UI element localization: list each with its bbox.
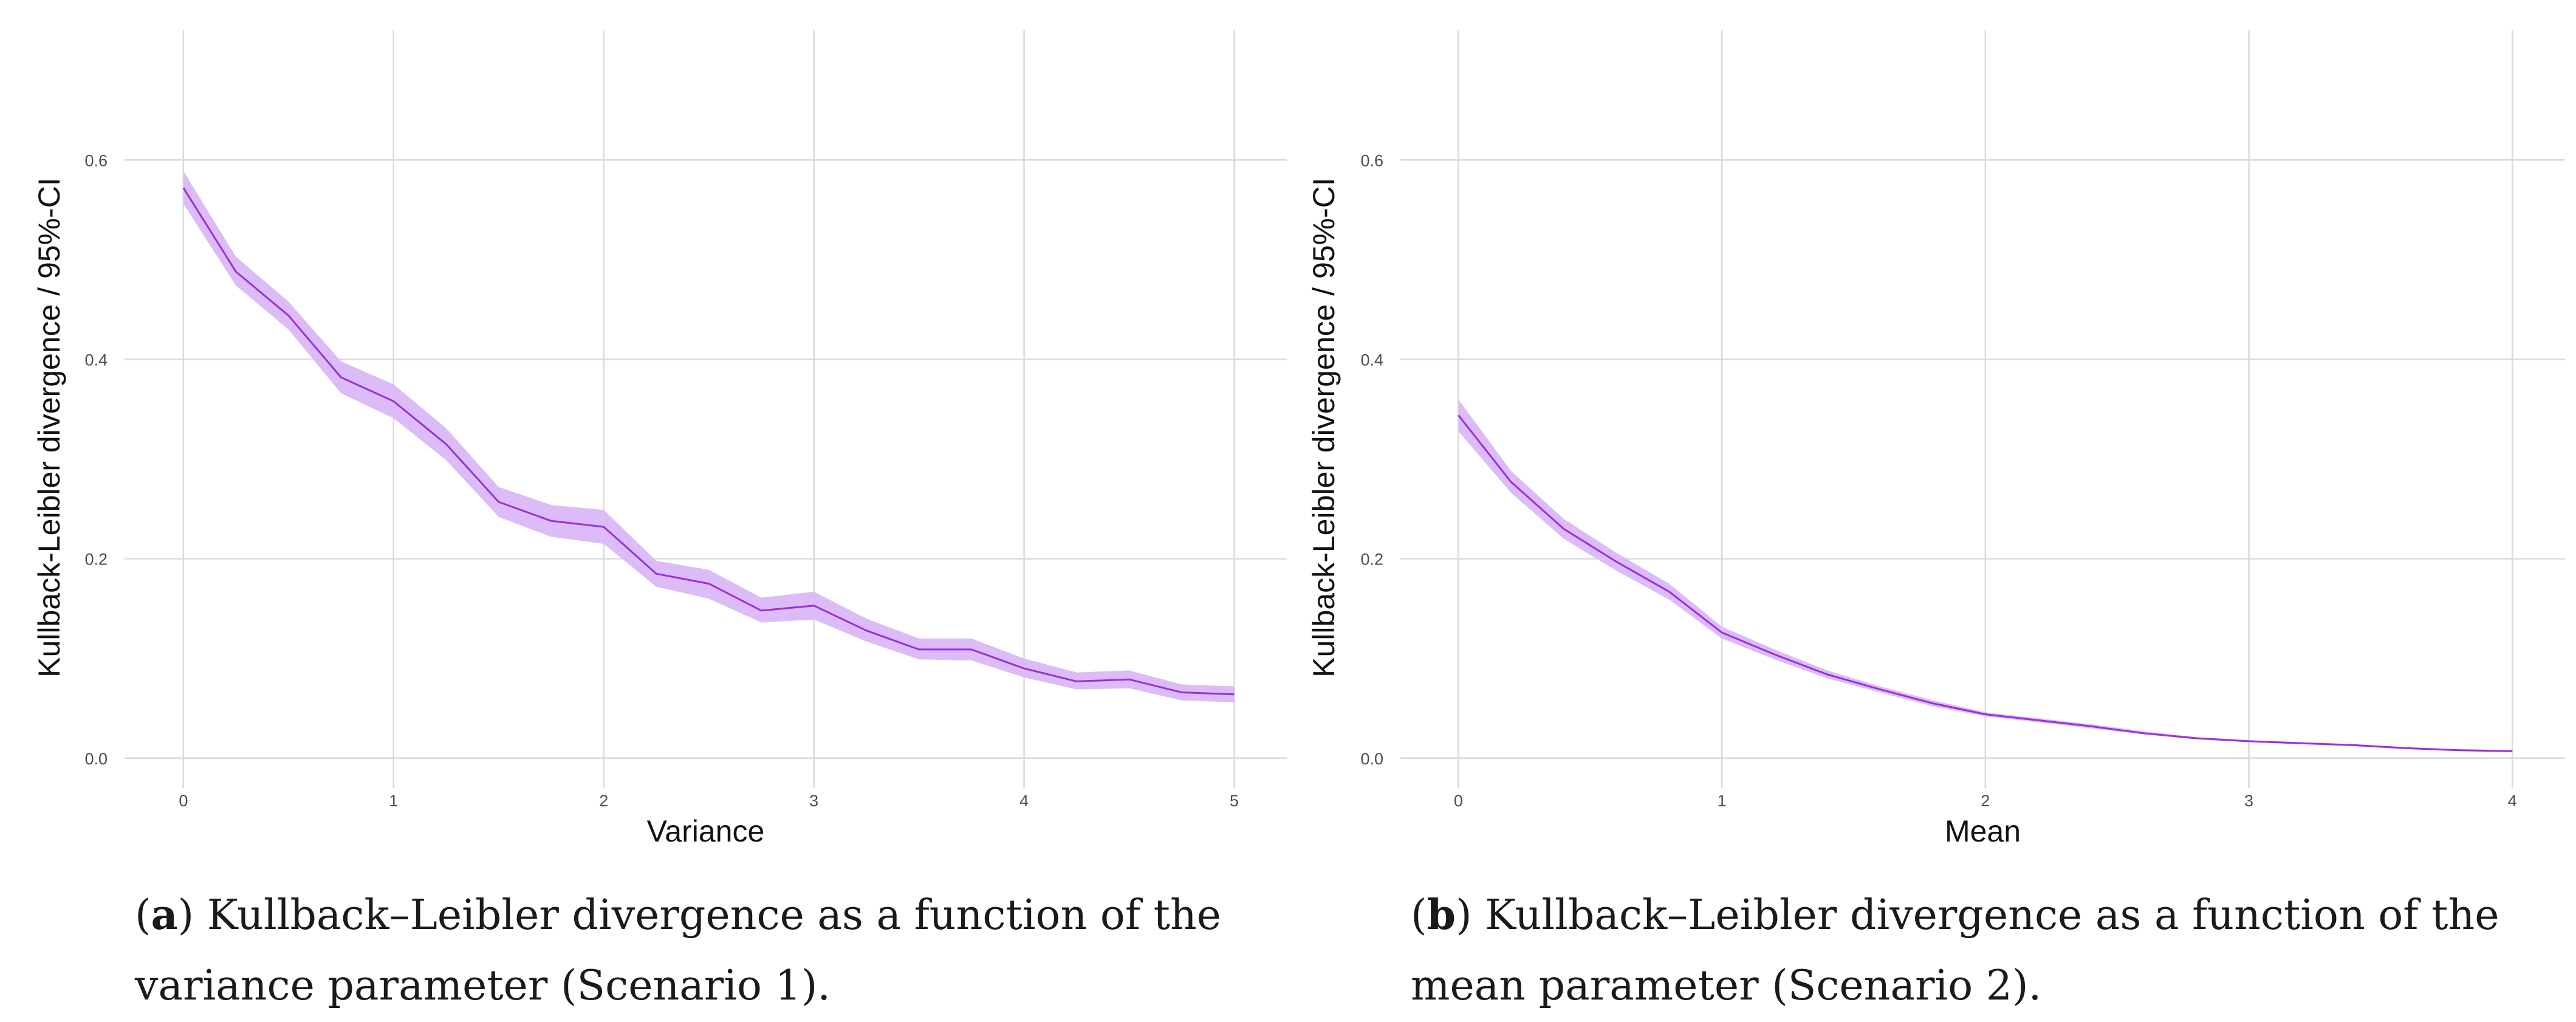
x-tick-label-b-0: 0 [1454, 792, 1463, 810]
data-point-b-11 [2037, 719, 2040, 721]
x-tick-label-a-1: 1 [389, 792, 398, 810]
data-point-b-5 [1721, 631, 1723, 634]
caption-a-line2: variance parameter (Scenario 1). [135, 962, 831, 1010]
data-point-a-19 [1180, 691, 1183, 693]
data-point-b-17 [2353, 744, 2355, 746]
data-point-b-13 [2142, 732, 2145, 735]
y-tick-label-b-2: 0.4 [1360, 351, 1383, 369]
x-axis-title-a: Variance [647, 814, 765, 848]
data-point-b-1 [1510, 481, 1512, 483]
caption-a-text1: ) Kullback–Leibler divergence as a funct… [177, 891, 1221, 939]
data-point-b-15 [2248, 740, 2250, 742]
y-tick-label-a-1: 0.2 [84, 550, 108, 569]
data-point-b-2 [1563, 527, 1565, 530]
data-point-a-7 [550, 520, 552, 522]
y-tick-label-a-2: 0.4 [84, 351, 108, 369]
x-tick-label-b-1: 1 [1718, 792, 1727, 810]
data-point-a-4 [392, 400, 395, 402]
x-tick-label-a-4: 4 [1019, 792, 1029, 810]
data-point-a-11 [760, 609, 762, 612]
data-point-a-5 [445, 443, 447, 445]
data-point-a-16 [1023, 667, 1026, 670]
y-tick-label-b-0: 0.0 [1360, 750, 1383, 768]
data-point-b-9 [1931, 702, 1934, 705]
data-point-a-17 [1075, 680, 1078, 682]
caption-b-line1: (b) Kullback–Leibler divergence as a fun… [1411, 891, 2499, 939]
data-point-a-3 [340, 376, 342, 379]
ci-band-a [183, 171, 1235, 702]
data-point-a-20 [1233, 693, 1236, 696]
series-line-a [182, 187, 1235, 696]
y-tick-label-a-3: 0.6 [84, 151, 108, 170]
y-axis-title-b: Kullback-Leibler divergence / 95%-CI [1307, 177, 1341, 677]
x-tick-label-a-2: 2 [599, 792, 608, 810]
data-point-b-10 [1984, 713, 1987, 716]
data-point-a-9 [655, 572, 657, 575]
x-tick-label-a-3: 3 [809, 792, 818, 810]
data-point-b-8 [1879, 688, 1881, 691]
data-point-b-12 [2089, 725, 2092, 727]
caption-b-text1: ) Kullback–Leibler divergence as a funct… [1456, 891, 2499, 939]
caption-b-label: b [1427, 891, 1456, 939]
caption-b-line2: mean parameter (Scenario 2). [1411, 962, 2042, 1010]
caption-a-line1: (a) Kullback–Leibler divergence as a fun… [135, 891, 1221, 939]
data-point-b-19 [2459, 749, 2461, 752]
data-point-a-12 [813, 605, 815, 607]
x-tick-label-a-5: 5 [1230, 792, 1239, 810]
data-point-a-8 [603, 526, 605, 528]
data-point-b-6 [1773, 653, 1776, 656]
data-point-b-4 [1668, 591, 1670, 593]
data-point-b-14 [2195, 737, 2197, 739]
chart-panel-a: 0 1 2 3 4 5 0.0 0.2 0.4 0.6 Variance Kullback-Leibl… [32, 30, 1287, 848]
x-tick-label-a-0: 0 [179, 792, 188, 810]
data-point-b-7 [1826, 673, 1829, 676]
data-point-a-10 [708, 583, 710, 585]
chart-panel-b: 0 1 2 3 4 0.0 0.2 0.4 0.6 Mean Kullback-Leibler di… [1307, 30, 2565, 848]
data-point-a-18 [1128, 678, 1131, 681]
y-tick-label-b-3: 0.6 [1360, 151, 1383, 170]
data-point-a-1 [235, 270, 237, 273]
data-point-b-3 [1615, 561, 1618, 563]
y-axis-title-a: Kullback-Leibler divergence / 95%-CI [32, 177, 66, 677]
caption-b: (b) Kullback–Leibler divergence as a fun… [1411, 880, 2499, 1021]
caption-a-label: a [151, 891, 178, 939]
data-point-a-2 [287, 314, 290, 317]
data-point-a-0 [182, 187, 185, 189]
caption-a: (a) Kullback–Leibler divergence as a fun… [135, 880, 1221, 1021]
x-tick-label-b-4: 4 [2508, 792, 2517, 810]
data-point-a-15 [970, 648, 973, 651]
data-point-b-20 [2511, 750, 2513, 752]
data-point-b-0 [1457, 414, 1459, 416]
data-point-a-13 [865, 629, 868, 632]
y-tick-label-b-1: 0.2 [1360, 550, 1383, 569]
x-axis-title-b: Mean [1945, 814, 2021, 848]
series-line-b [1458, 414, 2513, 752]
data-point-b-16 [2300, 742, 2303, 744]
data-point-a-6 [498, 501, 500, 503]
y-tick-label-a-0: 0.0 [84, 750, 108, 768]
x-tick-label-b-3: 3 [2244, 792, 2253, 810]
data-point-a-14 [918, 648, 920, 651]
data-point-b-18 [2406, 747, 2408, 749]
x-tick-label-b-2: 2 [1981, 792, 1990, 810]
